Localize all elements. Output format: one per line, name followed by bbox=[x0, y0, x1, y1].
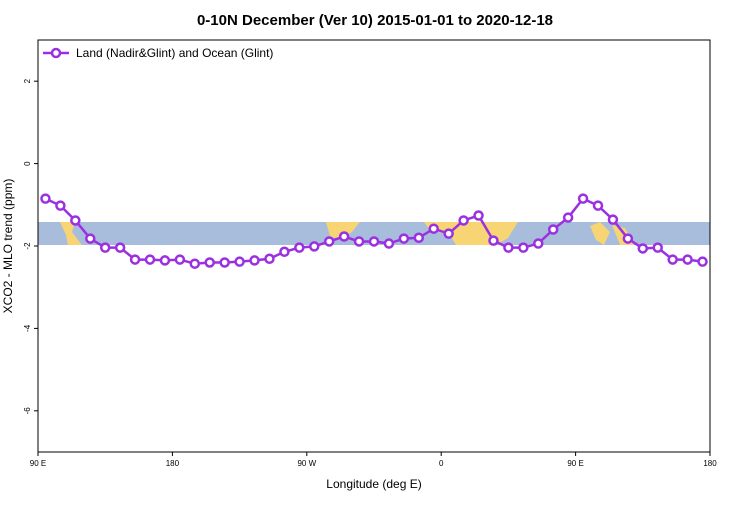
point bbox=[55, 200, 66, 211]
point bbox=[458, 215, 469, 226]
x-tick-label: 180 bbox=[703, 459, 717, 468]
point bbox=[189, 258, 201, 269]
point bbox=[129, 254, 141, 265]
x-tick-label: 90 W bbox=[297, 459, 316, 468]
point bbox=[428, 223, 439, 234]
point bbox=[488, 235, 499, 246]
point bbox=[443, 228, 454, 239]
point bbox=[264, 253, 275, 265]
y-tick-label: -2 bbox=[23, 242, 32, 250]
point bbox=[607, 214, 619, 225]
point bbox=[398, 233, 410, 244]
point bbox=[174, 254, 186, 265]
point bbox=[637, 243, 649, 254]
point bbox=[40, 193, 51, 204]
point bbox=[219, 257, 230, 268]
point bbox=[85, 233, 96, 244]
point bbox=[99, 242, 111, 253]
point bbox=[413, 232, 425, 244]
point bbox=[547, 224, 559, 235]
point bbox=[667, 254, 678, 265]
land bbox=[590, 222, 610, 245]
point bbox=[114, 242, 126, 253]
y-tick-label: -4 bbox=[23, 324, 32, 332]
point bbox=[577, 193, 589, 204]
y-tick-label: 0 bbox=[23, 161, 32, 166]
x-tick-label: 90 E bbox=[567, 459, 583, 468]
x-tick-label: 180 bbox=[166, 459, 180, 468]
point bbox=[473, 210, 484, 221]
x-axis-label: Longitude (deg E) bbox=[326, 477, 421, 491]
point bbox=[652, 242, 663, 253]
point bbox=[249, 255, 260, 266]
point bbox=[562, 212, 574, 223]
x-tick-label: 0 bbox=[439, 459, 444, 468]
chart-title: 0-10N December (Ver 10) 2015-01-01 to 20… bbox=[197, 12, 553, 29]
y-tick-label: -6 bbox=[23, 407, 32, 415]
point bbox=[204, 257, 215, 268]
point bbox=[309, 241, 320, 252]
point bbox=[353, 236, 365, 247]
y-tick-label: 2 bbox=[23, 78, 32, 83]
point bbox=[383, 238, 395, 249]
point bbox=[503, 242, 514, 253]
legend-marker bbox=[50, 47, 62, 59]
point bbox=[682, 254, 693, 265]
x-tick-label: 90 E bbox=[30, 459, 46, 468]
y-axis-label: XCO2 - MLO trend (ppm) bbox=[1, 179, 15, 314]
land bbox=[60, 222, 82, 245]
point bbox=[323, 236, 335, 247]
point bbox=[294, 242, 305, 253]
point bbox=[70, 215, 81, 226]
point bbox=[144, 254, 156, 265]
point bbox=[592, 200, 604, 211]
point bbox=[518, 242, 529, 253]
point bbox=[622, 233, 634, 244]
point bbox=[159, 255, 171, 266]
point bbox=[533, 238, 544, 249]
point bbox=[697, 256, 708, 267]
point bbox=[338, 231, 350, 242]
land bbox=[326, 222, 360, 240]
legend-label: Land (Nadir&Glint) and Ocean (Glint) bbox=[76, 46, 273, 60]
point bbox=[368, 236, 380, 247]
point bbox=[279, 246, 290, 258]
point bbox=[234, 256, 245, 267]
